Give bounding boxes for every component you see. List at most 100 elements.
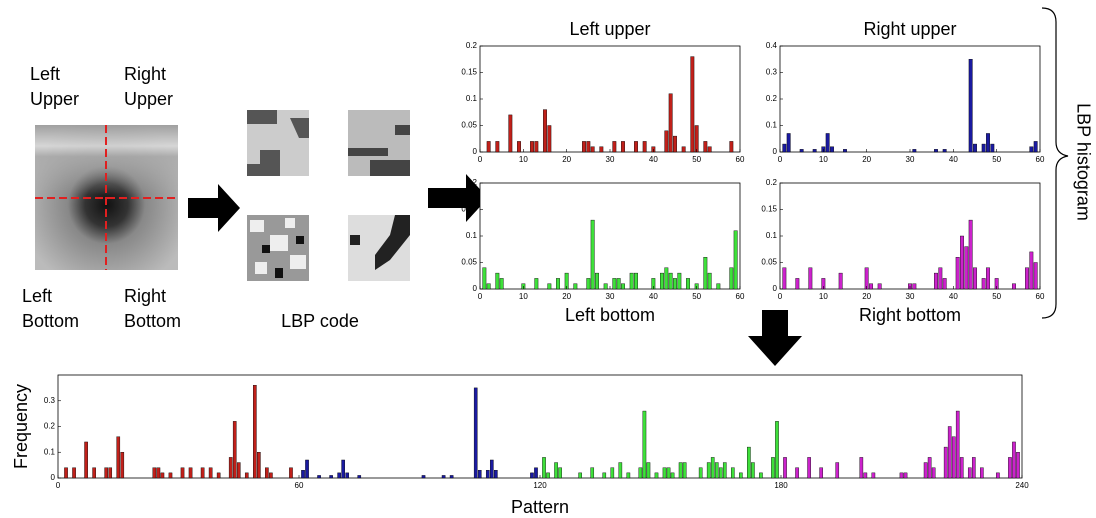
- x-tick-label: 240: [1015, 481, 1029, 490]
- bar: [1033, 141, 1038, 153]
- bar: [1008, 457, 1012, 479]
- bar: [603, 283, 608, 290]
- x-tick-label: 10: [519, 155, 528, 164]
- bar: [621, 141, 625, 153]
- x-tick-label: 0: [778, 292, 783, 301]
- bar: [782, 267, 787, 290]
- quadrant-label: Right: [124, 64, 166, 84]
- bar: [345, 472, 350, 479]
- quadrant-label: Right: [124, 286, 166, 306]
- bar: [84, 441, 88, 479]
- bar: [180, 467, 185, 479]
- bar: [357, 475, 362, 479]
- bar: [751, 462, 755, 479]
- y-tick-label: 0.2: [466, 41, 478, 50]
- bar: [586, 141, 591, 153]
- bar: [964, 246, 969, 290]
- bar: [64, 467, 68, 479]
- bar: [341, 459, 345, 479]
- bar: [1012, 441, 1016, 479]
- bar: [547, 283, 552, 290]
- bar: [499, 278, 504, 290]
- y-tick-label: 0: [473, 147, 478, 156]
- brace: [1041, 7, 1069, 319]
- x-tick-label: 10: [819, 292, 828, 301]
- bar: [494, 470, 498, 479]
- bar: [968, 59, 973, 153]
- bar: [547, 125, 552, 153]
- bar: [1012, 283, 1016, 290]
- bar: [662, 467, 667, 479]
- bar: [942, 278, 947, 290]
- bar: [152, 467, 157, 479]
- bar: [782, 143, 787, 153]
- y-axis-label: Frequency: [11, 384, 31, 469]
- bar: [660, 272, 664, 290]
- bar: [670, 472, 675, 479]
- bar: [108, 467, 113, 479]
- bar: [1029, 251, 1034, 290]
- bar: [666, 467, 671, 479]
- x-tick-label: 20: [862, 292, 871, 301]
- bar: [646, 462, 651, 479]
- bar: [934, 272, 938, 290]
- bar: [706, 462, 711, 479]
- x-tick-label: 20: [862, 155, 871, 164]
- bar: [690, 56, 695, 153]
- bar: [668, 272, 673, 290]
- bar: [495, 141, 500, 153]
- bar: [329, 475, 333, 479]
- bar: [971, 457, 976, 479]
- bar: [168, 472, 173, 479]
- x-tick-label: 20: [562, 292, 571, 301]
- bar: [612, 141, 617, 153]
- bar: [714, 462, 719, 479]
- bar: [116, 436, 121, 479]
- bar: [602, 472, 607, 479]
- bar: [473, 387, 478, 479]
- bar: [558, 467, 562, 479]
- bar: [718, 467, 723, 479]
- x-tick-label: 60: [736, 292, 745, 301]
- bar: [200, 467, 205, 479]
- bar: [934, 149, 938, 153]
- bar: [871, 472, 876, 479]
- bar: [305, 459, 309, 479]
- bar: [534, 141, 539, 153]
- bar: [981, 278, 986, 290]
- bar: [980, 467, 984, 479]
- bar: [694, 125, 699, 153]
- bar: [967, 467, 972, 479]
- bar: [590, 467, 595, 479]
- quadrant-label: Upper: [124, 89, 173, 109]
- bar: [877, 283, 882, 290]
- bar: [912, 283, 917, 290]
- y-tick-label: 0.4: [766, 41, 778, 50]
- bar: [825, 133, 830, 153]
- lbp-code-images: [247, 110, 410, 281]
- bar: [1029, 146, 1034, 153]
- bar: [92, 467, 96, 479]
- bar: [703, 141, 708, 153]
- bar: [903, 472, 908, 479]
- bar: [686, 278, 690, 290]
- bar: [775, 421, 779, 479]
- bar: [616, 278, 621, 290]
- x-tick-label: 180: [774, 481, 788, 490]
- bar: [682, 462, 687, 479]
- x-tick-label: 40: [949, 292, 958, 301]
- quadrant-label: Bottom: [124, 311, 181, 331]
- bar: [626, 472, 631, 479]
- bar: [830, 146, 834, 153]
- bar: [485, 470, 490, 479]
- bar: [808, 267, 813, 290]
- bar: [482, 267, 487, 290]
- x-tick-label: 30: [906, 292, 915, 301]
- bar: [554, 462, 558, 479]
- bar: [556, 278, 560, 290]
- bar: [729, 267, 734, 290]
- bar: [301, 470, 305, 479]
- bar: [707, 272, 712, 290]
- bar: [253, 385, 257, 479]
- bar: [257, 452, 261, 479]
